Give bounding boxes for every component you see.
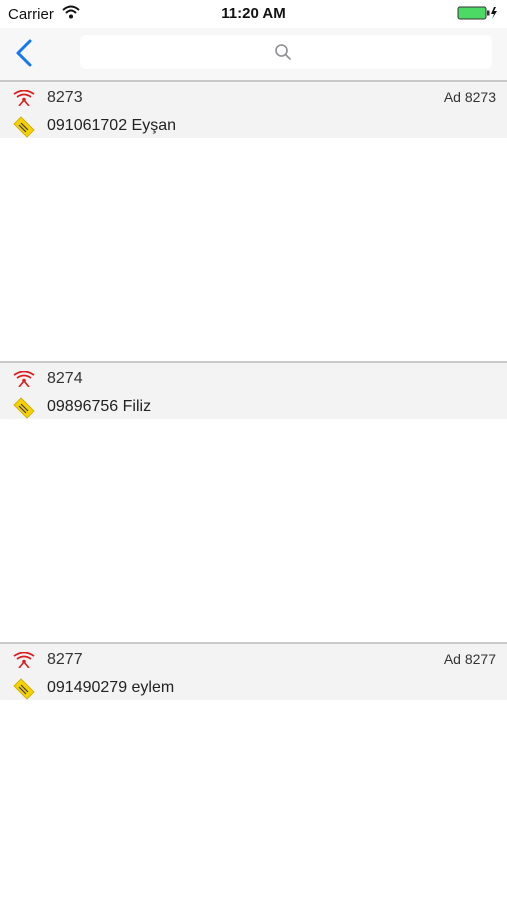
warning-tag-icon [13,116,35,138]
antenna-icon: 030060090012001500180013/04/201748121620… [13,371,35,387]
subscriber-name: 09896756 Filiz [47,398,152,415]
device-card[interactable]: 030060090012001500180013/04/201748121620… [0,80,507,361]
search-icon [275,44,291,60]
device-card-header[interactable]: 030060090012001500180013/04/201748121620… [0,80,507,138]
wifi-icon [62,5,80,19]
status-time: 11:20 AM [221,5,286,22]
activity-chart [0,419,507,642]
battery-icon [457,6,497,20]
ad-label: Ad 8277 [443,651,496,667]
device-card-header[interactable]: 030060090012001500180013/04/201748121620… [0,642,507,700]
activity-chart [0,700,507,900]
antenna-icon: 030060090012001500180013/04/201748121620… [13,652,35,668]
subscriber-name: 091061702 Eyşan [47,117,176,134]
carrier-label: Carrier [8,6,54,23]
search-input[interactable] [80,35,492,69]
navigation-bar [0,28,507,80]
device-card-header[interactable]: 030060090012001500180013/04/201748121620… [0,361,507,419]
device-card[interactable]: 030060090012001500180013/04/201748121620… [0,361,507,642]
warning-tag-icon [13,397,35,419]
device-id: 8274 [47,370,83,387]
status-bar: Carrier 11:20 AM [0,0,507,28]
subscriber-name: 091490279 eylem [47,679,175,696]
back-button[interactable] [10,38,38,68]
ad-label: Ad 8273 [443,89,496,105]
warning-tag-icon [13,678,35,700]
activity-chart [0,138,507,361]
device-id: 8277 [47,651,83,668]
device-id: 8273 [47,89,83,106]
device-card[interactable]: 030060090012001500180013/04/201748121620… [0,642,507,900]
antenna-icon: 030060090012001500180013/04/201748121620… [13,90,35,106]
